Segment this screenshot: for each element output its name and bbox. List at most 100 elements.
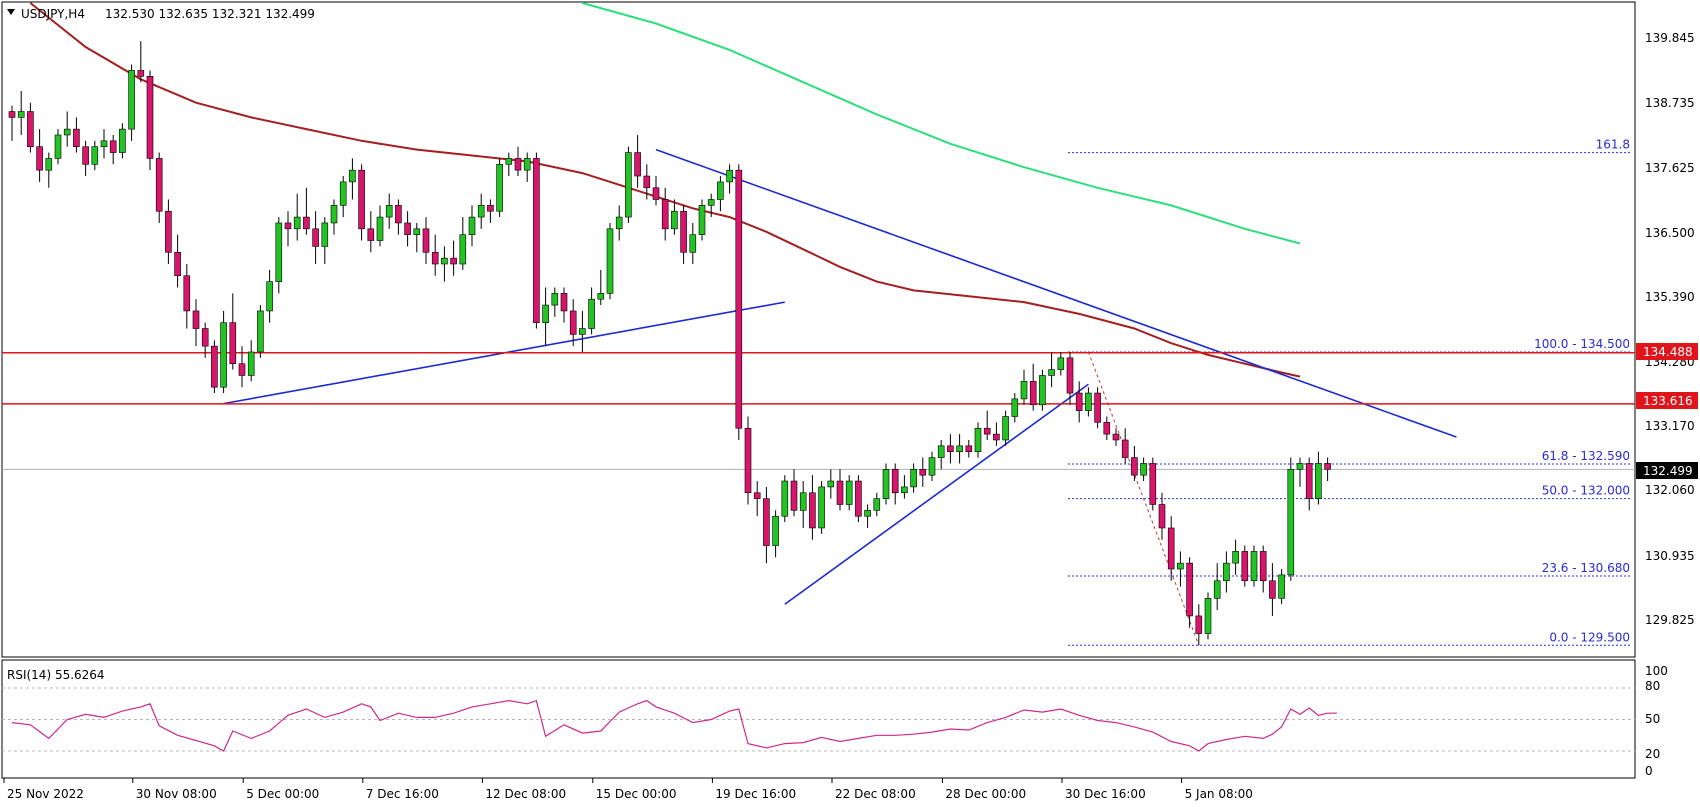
candle (1075, 381, 1083, 423)
candle-body (1177, 562, 1184, 570)
price-axis: 139.845 138.735 137.625 136.500 135.390 … (1645, 31, 1695, 627)
candle-body (652, 187, 660, 200)
candle-body (799, 492, 807, 511)
candle-body (1131, 457, 1138, 476)
candle (477, 193, 485, 229)
candle-body (680, 210, 687, 253)
candle-body (1121, 439, 1129, 458)
candle (1020, 369, 1028, 405)
trendline (784, 383, 1089, 605)
price-tick: 132.060 (1645, 483, 1695, 497)
candle (891, 463, 899, 505)
time-tick-label: 5 Dec 00:00 (246, 787, 319, 801)
candle (201, 322, 209, 358)
candle (1287, 457, 1295, 581)
candle-body (763, 498, 770, 546)
candle-body (1259, 551, 1267, 582)
candle-body (1167, 527, 1175, 570)
candle-body (303, 216, 310, 230)
collapse-triangle-icon[interactable] (7, 9, 15, 15)
candle (1085, 387, 1092, 417)
candle-body (257, 310, 264, 353)
candle (119, 123, 126, 159)
candle-body (1250, 551, 1258, 582)
fib-level-label: 50.0 - 132.000 (1542, 484, 1630, 498)
candle-body (606, 228, 614, 294)
fib-level-label: 161.8 (1596, 138, 1630, 152)
candle-body (109, 140, 117, 153)
candle (146, 70, 154, 171)
candle-body (514, 158, 522, 171)
candle-body (1305, 463, 1313, 499)
time-tick-label: 28 Dec 00:00 (945, 787, 1026, 801)
candle (1057, 351, 1065, 376)
candle (266, 269, 273, 323)
candle-body (1213, 580, 1221, 599)
candle-body (229, 322, 237, 365)
candle-body (404, 222, 411, 235)
price-tick: 133.170 (1645, 419, 1695, 433)
candle-body (505, 158, 513, 165)
candle-body (211, 345, 218, 388)
candle (947, 434, 954, 464)
candle-body (376, 216, 384, 241)
candle-body (1057, 357, 1065, 370)
candle-body (836, 480, 844, 505)
candle (615, 205, 623, 241)
candle (735, 164, 743, 440)
candle (661, 187, 669, 241)
candle-body (551, 293, 559, 306)
candle-body (247, 351, 255, 376)
candle-body (146, 76, 154, 159)
candle-body (523, 158, 531, 171)
candle-body (100, 140, 108, 148)
candle (698, 199, 706, 241)
candle-body (579, 328, 586, 335)
candle-body (1085, 392, 1092, 411)
candle (17, 90, 25, 135)
fib-level-label: 61.8 - 132.590 (1542, 449, 1630, 463)
candle (229, 293, 237, 370)
support-price-box: 133.616 (1636, 392, 1698, 409)
candle (533, 152, 540, 329)
candle (247, 340, 255, 382)
candle (505, 152, 513, 177)
candle-body (910, 469, 917, 488)
candle-body (45, 158, 53, 171)
candle (376, 205, 384, 247)
candle-body (422, 228, 430, 253)
candle-body (477, 205, 485, 218)
candle (1250, 545, 1258, 587)
rsi-line (11, 699, 1337, 752)
candle (330, 199, 338, 235)
candle-body (119, 128, 126, 153)
candle (441, 246, 448, 282)
candle-body (634, 152, 641, 177)
candle-body (220, 322, 227, 388)
fib-anchor-line (1087, 351, 1200, 646)
candle (395, 199, 402, 235)
candle (1094, 387, 1101, 429)
candle-body (1324, 463, 1331, 470)
candle-body (1112, 433, 1120, 441)
time-tick-label: 15 Dec 00:00 (596, 787, 677, 801)
candle (1140, 457, 1147, 482)
candle (339, 176, 347, 218)
candle-body (901, 486, 908, 494)
time-tick-label: 25 Nov 2022 (7, 787, 84, 801)
candle-body (1149, 463, 1157, 505)
time-axis: 25 Nov 2022 30 Nov 08:00 5 Dec 00:00 7 Dec … (3, 778, 1253, 801)
fib-level-label: 0.0 - 129.500 (1549, 630, 1630, 644)
candle-body (974, 427, 982, 453)
candle (109, 134, 117, 165)
candle-body (1296, 463, 1304, 470)
candle (1315, 451, 1322, 505)
moving-averages (29, 2, 1301, 378)
candle-body (1048, 369, 1055, 376)
candle-body (891, 469, 899, 494)
candle (220, 310, 227, 394)
candle (790, 469, 798, 517)
candle (1241, 545, 1249, 587)
